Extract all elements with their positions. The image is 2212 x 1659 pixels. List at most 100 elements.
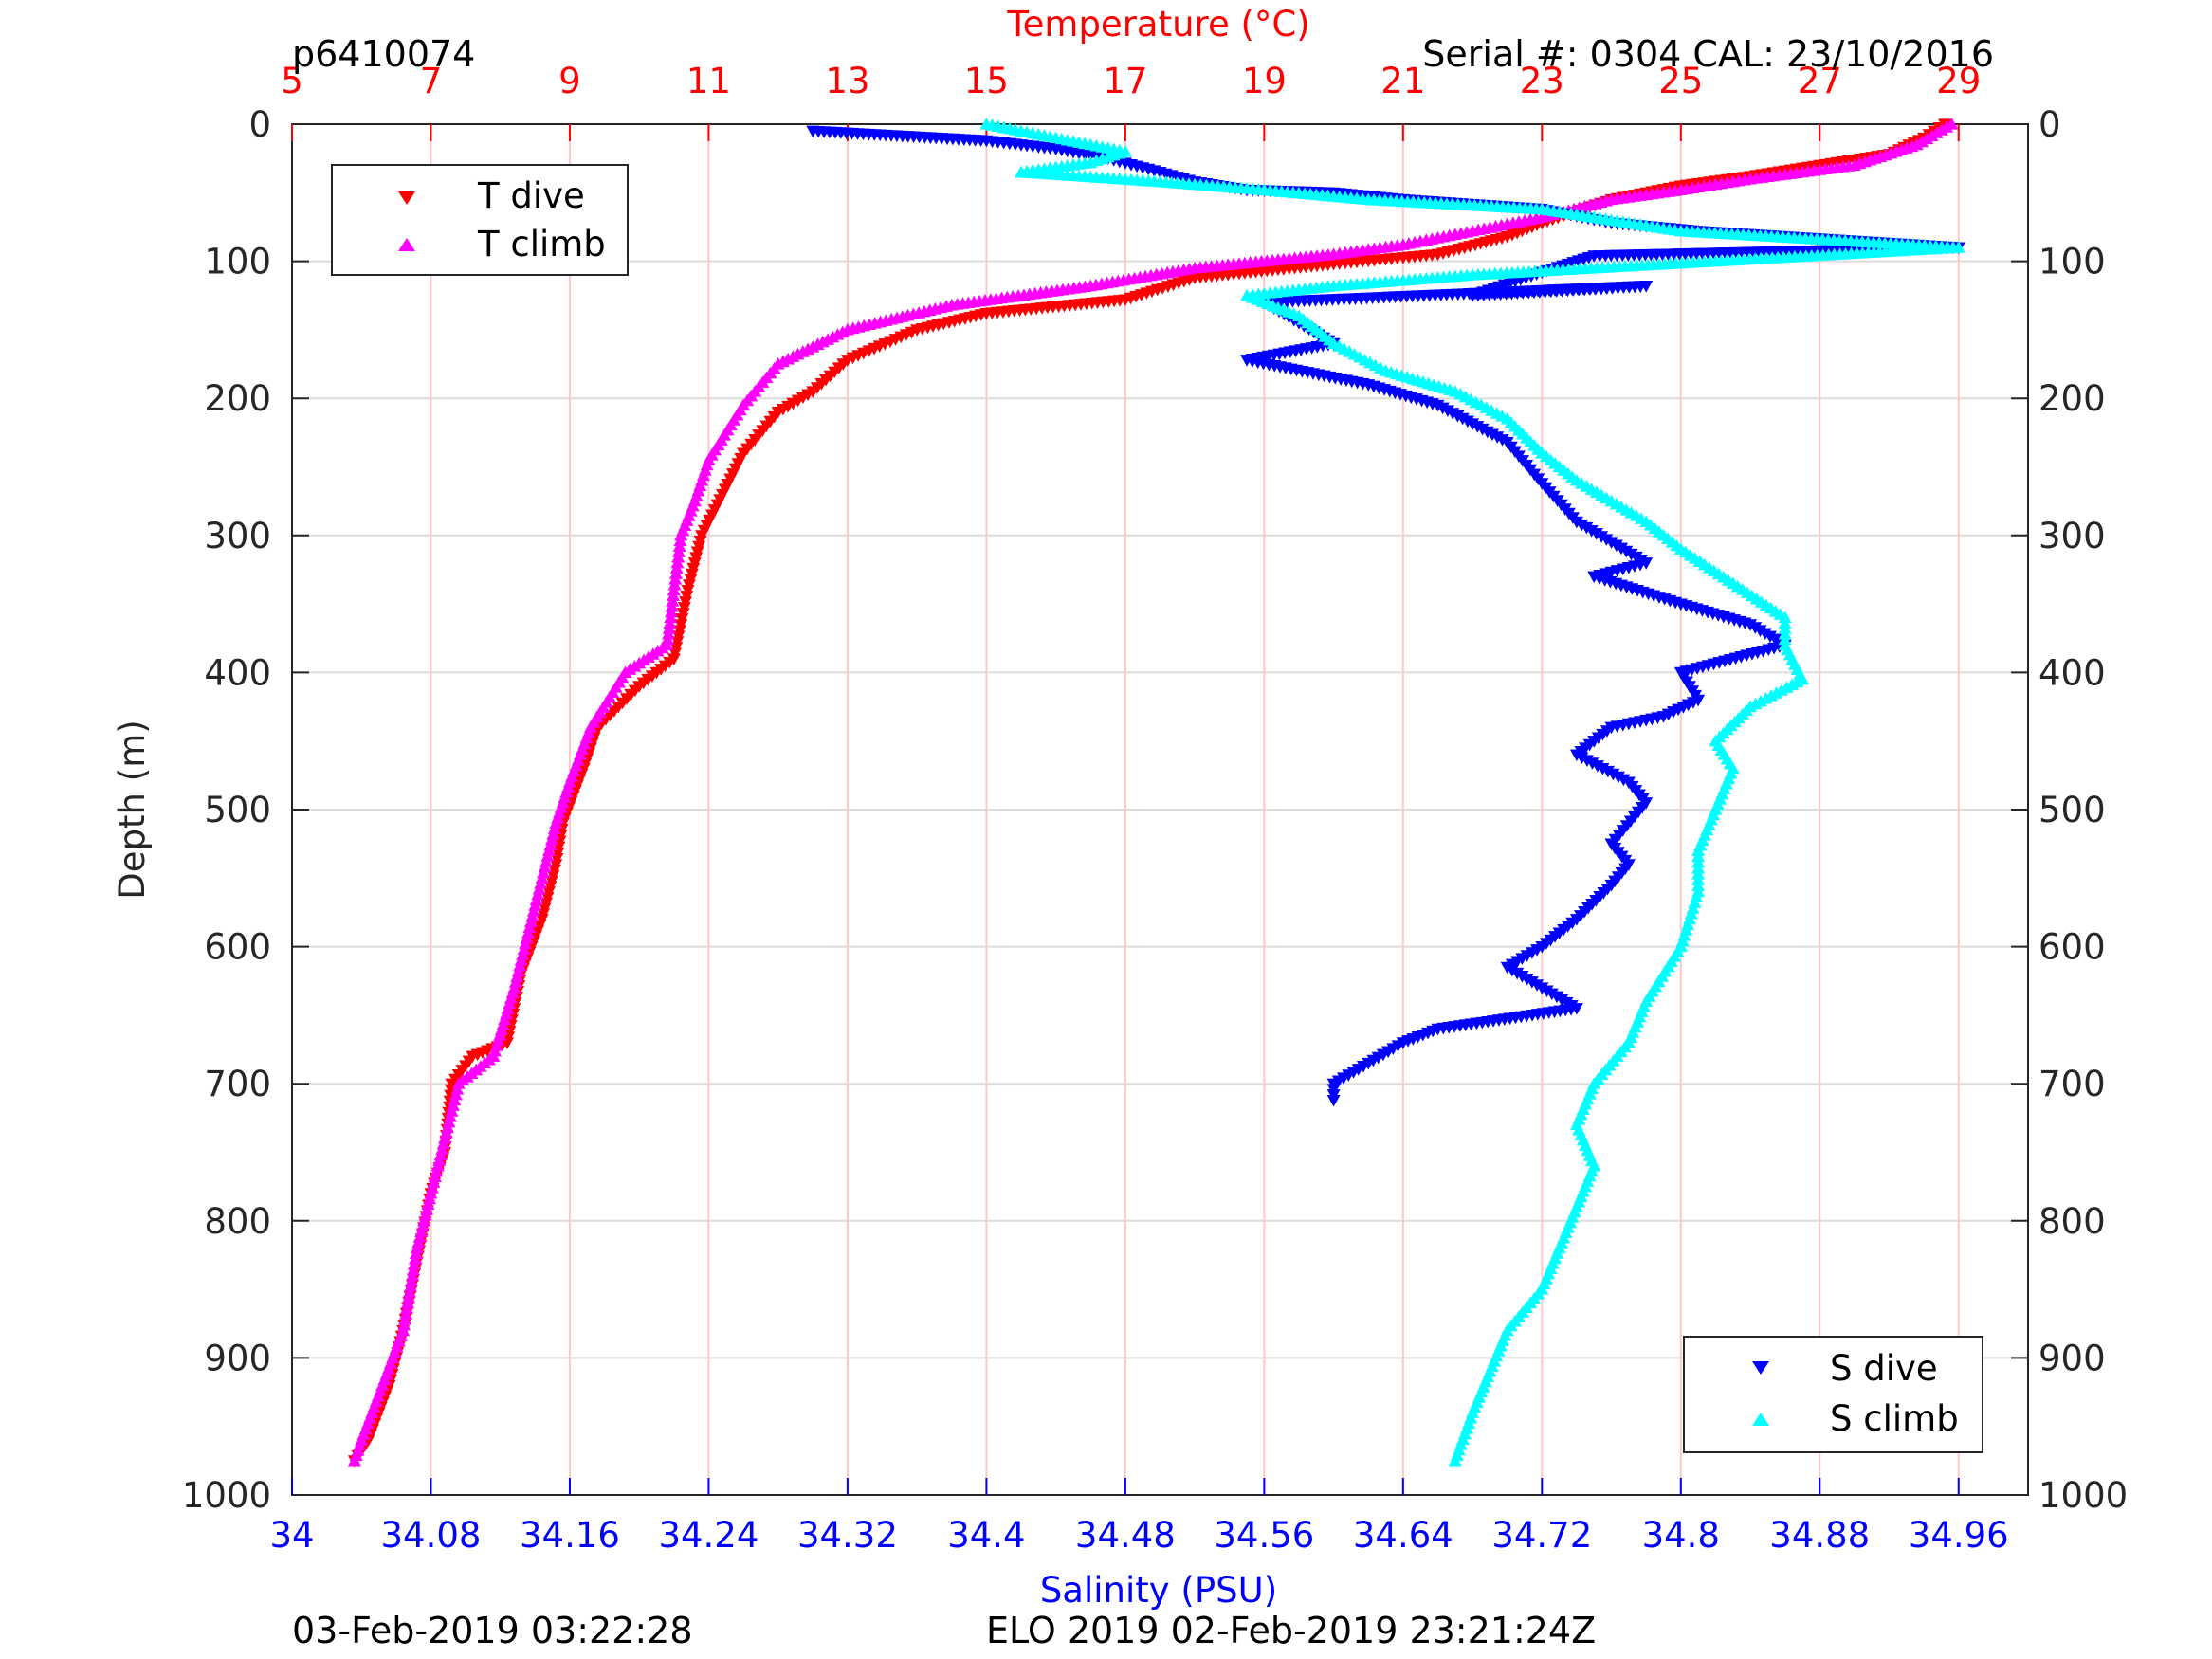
t-climb-marker: [661, 632, 675, 646]
temperature-tick-label: 7: [420, 61, 443, 101]
depth-tick-label-left: 1000: [182, 1475, 271, 1516]
temperature-tick-label: 19: [1242, 61, 1287, 101]
t-climb-marker: [674, 528, 688, 541]
temperature-axis-title: Temperature (°C): [1006, 4, 1309, 45]
salinity-tick-label: 34: [269, 1515, 314, 1556]
t-climb-marker: [673, 534, 687, 547]
temperature-tick-label: 21: [1380, 61, 1425, 101]
legend-temperature-box: [331, 164, 629, 276]
legend-salinity-box: [1683, 1336, 1983, 1453]
depth-tick-label-right: 900: [2038, 1338, 2106, 1378]
t-climb-marker: [410, 1241, 424, 1254]
t-climb-marker: [671, 550, 686, 563]
salinity-tick-label: 34.64: [1353, 1515, 1453, 1556]
temperature-tick-label: 13: [825, 61, 869, 101]
t-climb-marker: [670, 556, 685, 569]
temperature-tick-label: 17: [1103, 61, 1147, 101]
depth-axis-title: Depth (m): [112, 720, 153, 899]
t-climb-marker: [661, 627, 675, 640]
depth-tick-label-left: 300: [204, 516, 271, 556]
data-series: [347, 118, 1965, 1468]
depth-tick-label-left: 700: [204, 1064, 271, 1104]
t-climb-marker: [406, 1263, 420, 1276]
depth-tick-label-left: 400: [204, 652, 271, 693]
salinity-tick-label: 34.8: [1642, 1515, 1720, 1556]
s-climb-marker: [1448, 1453, 1462, 1467]
depth-tick-label-right: 600: [2038, 927, 2106, 968]
depth-tick-label-left: 800: [204, 1201, 271, 1242]
depth-tick-label-right: 500: [2038, 790, 2106, 830]
legend-t-dive-label: T dive: [477, 175, 585, 216]
salinity-tick-label: 34.24: [658, 1515, 759, 1556]
t-climb-marker: [400, 1302, 414, 1314]
legend-s-dive-label: S dive: [1830, 1348, 1938, 1389]
t-climb-marker: [665, 599, 679, 612]
legend-s-dive-marker: [1752, 1361, 1769, 1375]
depth-tick-label-right: 800: [2038, 1201, 2106, 1242]
t-climb-marker: [402, 1290, 416, 1304]
temperature-tick-label: 27: [1798, 61, 1842, 101]
salinity-tick-label: 34.56: [1214, 1515, 1314, 1556]
t-climb-marker: [667, 589, 681, 602]
t-climb-marker: [663, 616, 677, 629]
depth-tick-label-left: 500: [204, 790, 271, 830]
chart-title-left: p6410074: [292, 33, 475, 75]
t-climb-marker: [401, 1296, 415, 1309]
t-climb-marker: [397, 1318, 411, 1331]
legend-s-climb-label: S climb: [1830, 1398, 1959, 1439]
t-climb-marker: [668, 573, 683, 585]
legend-s-climb-marker: [1752, 1413, 1769, 1426]
t-climb-marker: [671, 545, 686, 557]
temperature-tick-label: 5: [281, 61, 303, 101]
t-climb-marker: [669, 567, 684, 579]
t-climb-marker: [672, 539, 686, 552]
temperature-tick-label: 11: [686, 61, 731, 101]
t-climb-marker: [398, 1312, 412, 1325]
axes: 0 0 100 100 200 200 300 300 400 400 500 500 600 600 70…: [182, 61, 2128, 1556]
grid: [292, 124, 2028, 1495]
salinity-tick-label: 34.08: [381, 1515, 482, 1556]
salinity-tick-label: 34.96: [1909, 1515, 2009, 1556]
t-climb-marker: [403, 1285, 417, 1298]
salinity-tick-label: 34.88: [1769, 1515, 1870, 1556]
salinity-axis-title: Salinity (PSU): [1040, 1570, 1277, 1611]
legend-salinity: S dive S climb: [1683, 1336, 1983, 1453]
legend-temperature: T dive T climb: [331, 164, 629, 276]
depth-tick-label-left: 900: [204, 1338, 271, 1378]
legend-t-climb-label: T climb: [477, 224, 606, 264]
depth-tick-label-right: 1000: [2038, 1475, 2128, 1516]
depth-tick-label-left: 200: [204, 378, 271, 419]
t-climb-marker: [666, 594, 680, 607]
t-climb-marker: [408, 1252, 422, 1265]
temperature-tick-label: 9: [558, 61, 581, 101]
t-climb-marker: [664, 605, 678, 618]
t-climb-marker: [407, 1258, 421, 1270]
salinity-tick-label: 34.72: [1491, 1515, 1592, 1556]
chart-title-right: Serial #: 0304 CAL: 23/10/2016: [1422, 33, 1994, 75]
footer-right: ELO 2019 02-Feb-2019 23:21:24Z: [986, 1610, 1596, 1651]
depth-tick-label-right: 100: [2038, 242, 2106, 283]
depth-tick-label-left: 100: [204, 242, 271, 283]
t-climb-marker: [405, 1268, 419, 1282]
footer-left: 03-Feb-2019 03:22:28: [292, 1610, 693, 1651]
salinity-tick-label: 34.16: [520, 1515, 620, 1556]
depth-tick-label-right: 300: [2038, 516, 2106, 556]
salinity-tick-label: 34.48: [1075, 1515, 1176, 1556]
legend-t-dive-marker: [398, 191, 415, 205]
t-climb-marker: [664, 611, 678, 624]
t-climb-marker: [662, 622, 676, 634]
temperature-tick-label: 15: [964, 61, 1009, 101]
temperature-tick-label: 23: [1520, 61, 1564, 101]
temperature-tick-label: 25: [1658, 61, 1703, 101]
t-climb-marker: [347, 1453, 361, 1467]
salinity-tick-label: 34.4: [947, 1515, 1025, 1556]
s-dive-marker: [1326, 1094, 1341, 1107]
t-climb-marker: [403, 1280, 417, 1292]
t-climb-marker: [669, 561, 684, 574]
depth-tick-label-left: 600: [204, 927, 271, 968]
t-climb-marker: [667, 577, 682, 591]
t-climb-marker: [404, 1274, 418, 1287]
depth-tick-label-right: 0: [2038, 104, 2061, 145]
salinity-tick-label: 34.32: [797, 1515, 898, 1556]
